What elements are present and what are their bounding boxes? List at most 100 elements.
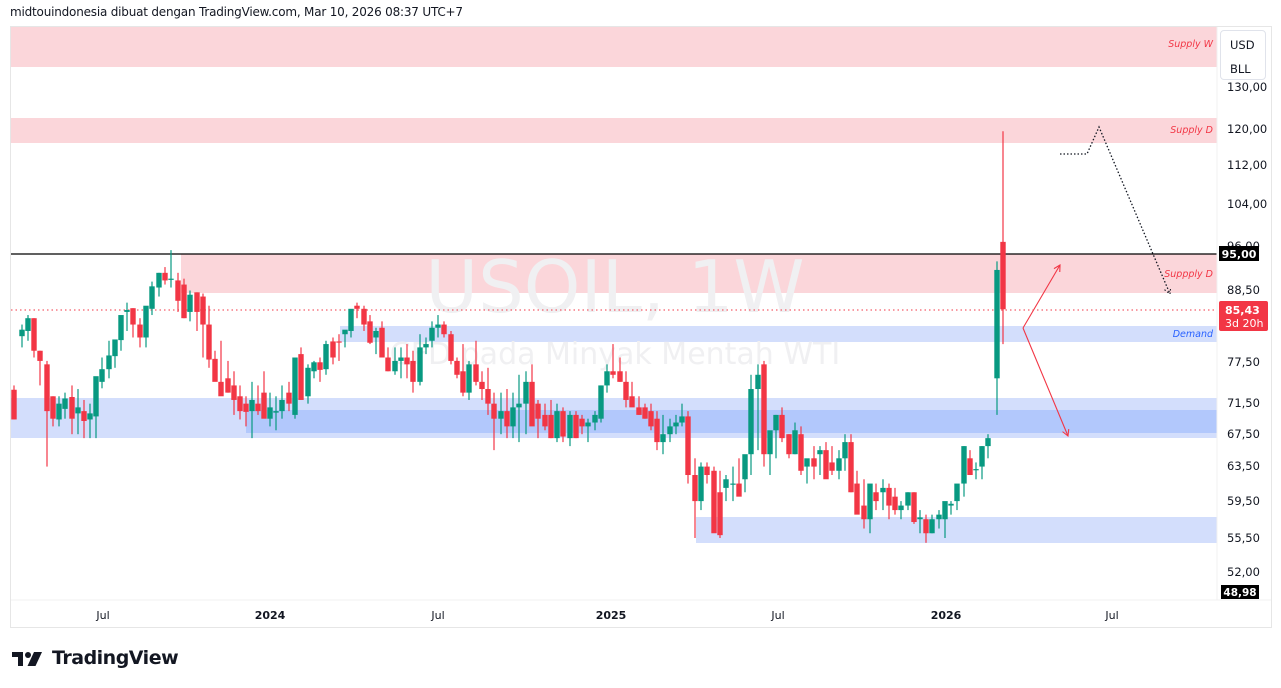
candle (967, 450, 973, 476)
candle (811, 446, 817, 480)
candle (225, 360, 231, 393)
demand_strong-zone[interactable] (246, 410, 1217, 433)
watermark: USOIL, 1W CFD pada Minyak Mentah WTI (390, 245, 840, 372)
annotations-layer (1022, 125, 1172, 438)
supply-zone[interactable] (11, 27, 1217, 67)
time-axis-label: 2025 (596, 609, 627, 622)
candle (704, 462, 710, 484)
candle (162, 267, 168, 285)
candle (748, 374, 754, 476)
candle (75, 389, 81, 435)
candle (623, 371, 629, 408)
candle (81, 399, 87, 439)
candle (579, 414, 585, 435)
price-axis-label: 55,50 (1227, 531, 1260, 545)
candle (69, 385, 75, 435)
candle (742, 454, 748, 493)
candle (93, 376, 99, 439)
currency-label[interactable]: USD (1230, 38, 1255, 52)
candle (286, 381, 292, 412)
unit-label[interactable]: BLL (1230, 62, 1251, 76)
candle (961, 446, 967, 497)
low-price-tag: 48,98 (1221, 585, 1259, 599)
candle (212, 350, 218, 382)
candle (698, 462, 704, 511)
chart-frame (10, 26, 1272, 628)
candle (298, 347, 304, 400)
low-price-label: 48,98 (1223, 587, 1256, 599)
candle (736, 458, 742, 497)
price-axis-label: 112,00 (1227, 158, 1267, 172)
candle (779, 407, 785, 443)
candle (454, 357, 460, 379)
candle (823, 442, 829, 480)
chart-attribution: midtouindonesia dibuat dengan TradingVie… (10, 5, 463, 19)
candle (404, 344, 410, 379)
candle (867, 483, 873, 534)
candle (917, 510, 923, 534)
candle (423, 337, 429, 355)
candle (168, 250, 174, 288)
brand-name: TradingView (52, 647, 179, 669)
candle (342, 329, 348, 348)
candle (435, 315, 441, 338)
supply-zone[interactable] (11, 118, 1217, 143)
candle (181, 278, 187, 319)
candle (804, 458, 810, 484)
candle (985, 434, 991, 459)
candle (392, 347, 398, 375)
candle (200, 293, 206, 358)
hline-price-label: 95,00 (1222, 248, 1257, 261)
candle (504, 389, 510, 439)
candle (112, 339, 118, 368)
candle (535, 399, 541, 439)
candle (529, 364, 535, 427)
last-price-label: 85,43 (1225, 304, 1260, 317)
candle (979, 446, 985, 480)
candle (44, 360, 50, 467)
dotted-projection-path[interactable] (1060, 125, 1171, 295)
candle (610, 344, 616, 379)
candle (585, 418, 591, 443)
candle (761, 360, 767, 467)
price-axis-label: 71,50 (1227, 396, 1260, 410)
price-axis-label: 67,50 (1227, 427, 1260, 441)
candle (417, 334, 423, 386)
projection-arrow[interactable] (1022, 327, 1069, 437)
candle (348, 308, 354, 338)
candle (554, 403, 560, 443)
candle (37, 350, 43, 386)
time-axis-label: Jul (1104, 609, 1118, 622)
candle (460, 344, 466, 397)
candle (218, 340, 224, 397)
currency-unit-selector[interactable]: USD BLL (1220, 30, 1266, 80)
candle (542, 403, 548, 431)
demand-zone[interactable] (696, 517, 1217, 543)
candle (1000, 131, 1006, 345)
candle (311, 360, 317, 379)
candle (523, 371, 529, 435)
zone-label: Demand (1173, 329, 1214, 340)
candle (491, 392, 497, 451)
candle (279, 385, 285, 419)
candle (56, 396, 62, 427)
tradingview-logo[interactable]: TradingView (12, 647, 179, 669)
candle (385, 347, 391, 372)
candle (548, 399, 554, 439)
candle (786, 434, 792, 459)
candle (667, 418, 673, 443)
candle (836, 450, 842, 480)
projection-arrow[interactable] (1022, 264, 1061, 329)
time-axis-label: 2024 (255, 609, 286, 622)
candle (429, 321, 435, 348)
candle (187, 290, 193, 322)
candle (267, 392, 273, 427)
candle (598, 385, 604, 423)
candle (973, 462, 979, 480)
candle (194, 292, 200, 331)
watermark-symbol: USOIL, 1W (425, 245, 804, 329)
candle (62, 392, 68, 419)
supply-zone[interactable] (181, 254, 1217, 293)
candle (156, 272, 162, 297)
